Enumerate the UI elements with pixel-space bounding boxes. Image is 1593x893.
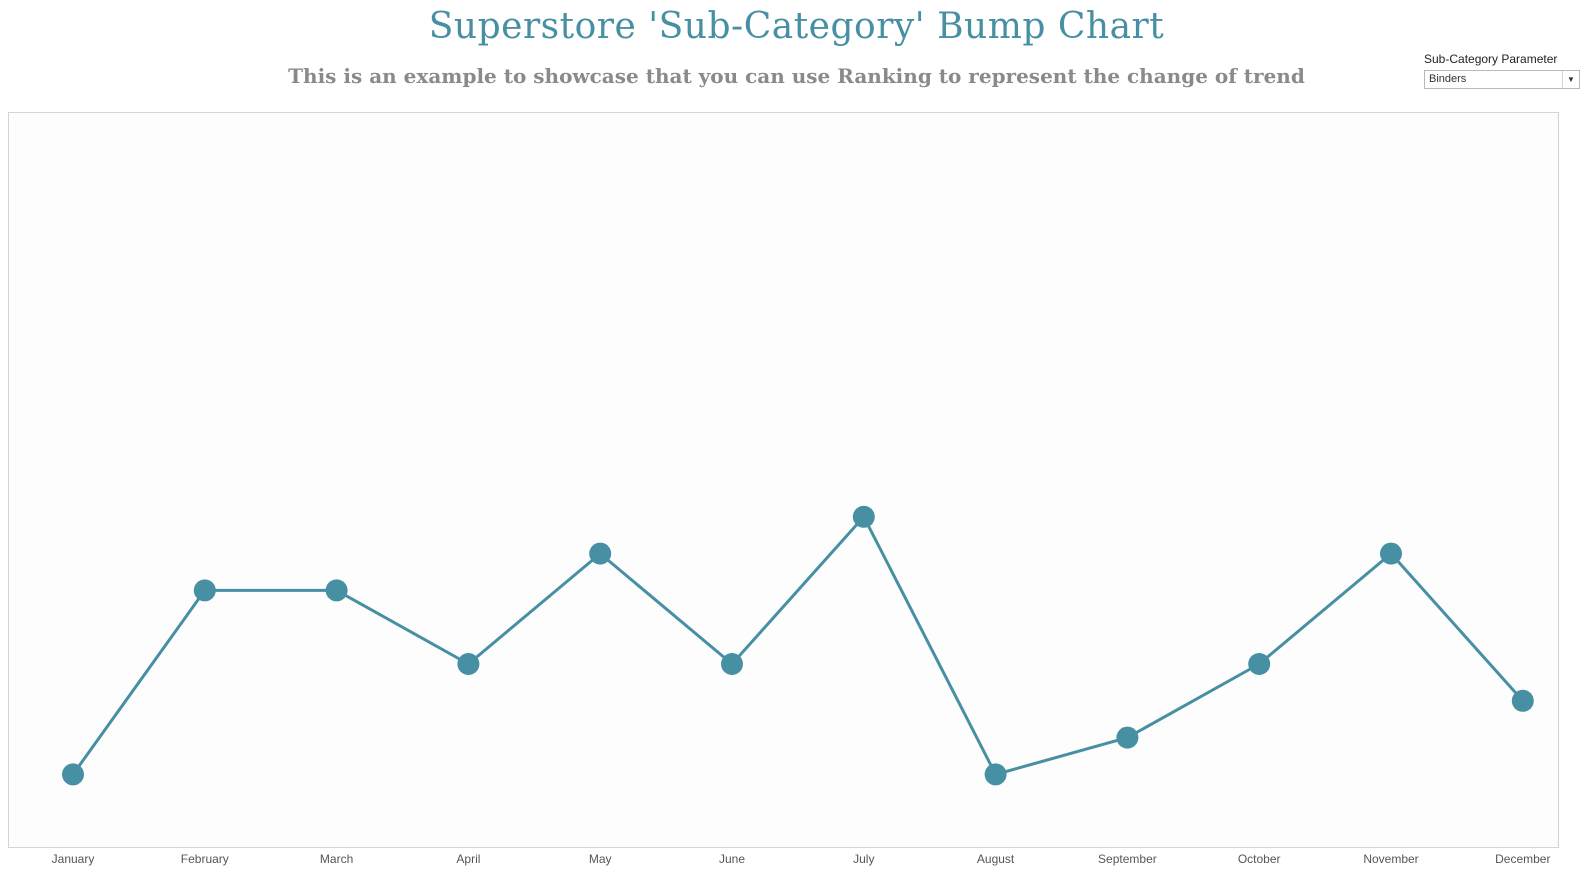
- chevron-down-icon[interactable]: ▼: [1562, 71, 1579, 88]
- series-line: [71, 515, 1524, 776]
- data-point-january[interactable]: [62, 763, 84, 786]
- x-tick-label: September: [1098, 852, 1157, 866]
- sub-category-select[interactable]: Binders ▼: [1424, 70, 1580, 89]
- x-tick-label: August: [977, 852, 1015, 866]
- data-point-october[interactable]: [1248, 653, 1271, 675]
- x-tick-label: May: [589, 852, 612, 866]
- data-point-june[interactable]: [721, 653, 743, 675]
- parameter-label: Sub-Category Parameter: [1424, 52, 1558, 66]
- data-point-february[interactable]: [193, 579, 216, 602]
- parameter-selected-value: Binders: [1429, 73, 1467, 85]
- data-point-july[interactable]: [852, 505, 875, 528]
- x-tick-label: January: [52, 852, 95, 866]
- data-point-november[interactable]: [1380, 542, 1402, 565]
- data-point-december[interactable]: [1511, 689, 1534, 712]
- x-tick-label: December: [1495, 852, 1550, 866]
- x-tick-label: June: [719, 852, 745, 866]
- data-point-august[interactable]: [984, 763, 1007, 786]
- sub-category-parameter: Sub-Category Parameter Binders ▼: [1424, 52, 1582, 89]
- data-point-april[interactable]: [457, 653, 480, 675]
- page-title: Superstore 'Sub-Category' Bump Chart: [428, 6, 1165, 47]
- plot-area: [8, 112, 1559, 848]
- data-point-september[interactable]: [1116, 726, 1139, 749]
- data-point-march[interactable]: [325, 579, 348, 602]
- x-tick-label: July: [853, 852, 874, 866]
- x-tick-label: April: [456, 852, 480, 866]
- x-tick-label: November: [1363, 852, 1418, 866]
- data-point-may[interactable]: [589, 542, 612, 565]
- x-tick-label: February: [181, 852, 229, 866]
- x-tick-label: October: [1238, 852, 1281, 866]
- page-subtitle: This is an example to showcase that you …: [288, 64, 1305, 88]
- x-tick-label: March: [320, 852, 353, 866]
